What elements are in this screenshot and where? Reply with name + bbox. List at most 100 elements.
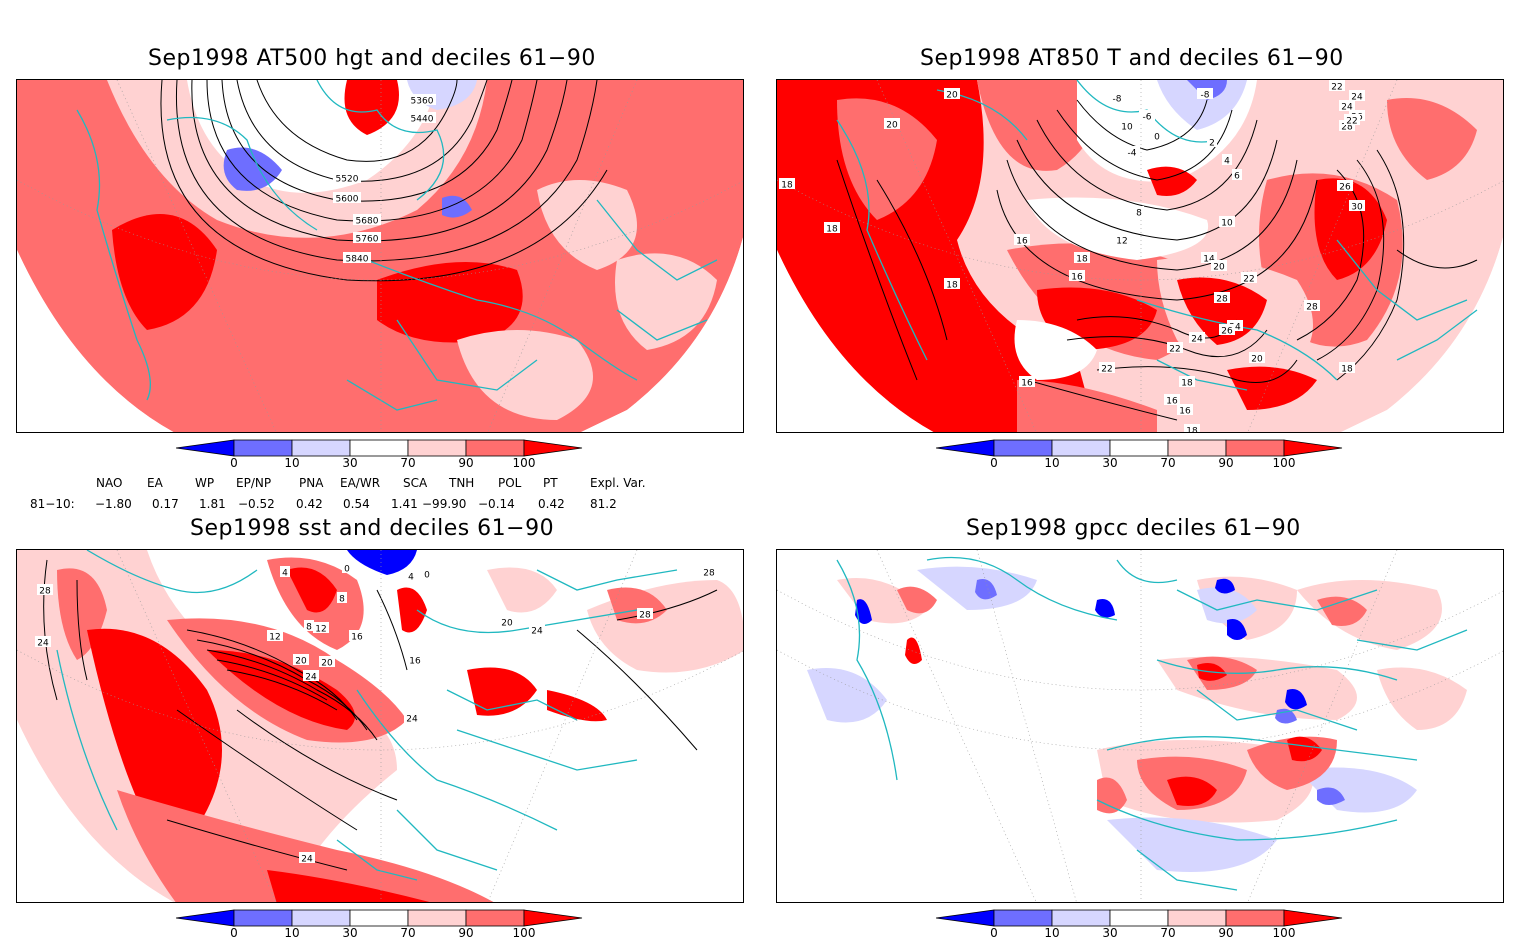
index-value: 0.17 — [152, 497, 179, 511]
colorbar-segment — [1167, 909, 1227, 927]
contour-label-bg — [499, 616, 515, 627]
colorbar-top-left: 0 10 30 70 90 100 — [175, 438, 586, 474]
contour-label: 4 — [408, 573, 414, 583]
colorbar-segment — [233, 909, 293, 927]
contour-label: 16 — [409, 657, 421, 667]
contour-label-bg — [37, 584, 53, 595]
contour-label-bg — [1134, 206, 1144, 217]
contour-label-bg — [824, 222, 840, 233]
contour-label: 14 — [1203, 255, 1215, 265]
colorbar-segment — [291, 439, 351, 457]
contour-label: 18 — [826, 225, 838, 235]
contour-label: 16 — [1179, 407, 1191, 417]
contour-label: 16 — [1016, 237, 1028, 247]
contour-label: 26 — [1221, 327, 1233, 337]
colorbar-tick-label: 30 — [1102, 926, 1118, 940]
contour-label-bg — [1339, 120, 1355, 131]
contour-label-bg — [303, 670, 319, 681]
map-panel-gpcc — [776, 549, 1504, 903]
colorbar-tick-label: 70 — [400, 456, 416, 470]
colorbar-segment — [175, 909, 235, 927]
contour-label-bg — [1069, 270, 1085, 281]
colorbar-tick-label: 90 — [458, 926, 474, 940]
index-value: −0.52 — [238, 497, 275, 511]
index-value: −1.80 — [95, 497, 132, 511]
colorbar-tick-label: 100 — [1272, 926, 1296, 940]
contour-label-bg — [408, 94, 436, 105]
index-header: POL — [498, 476, 522, 490]
colorbar-tick-label: 30 — [342, 926, 358, 940]
contour-label-bg — [293, 654, 309, 665]
colorbar-segment — [993, 439, 1053, 457]
contour-label: 5440 — [411, 115, 434, 125]
contour-label-bg — [884, 118, 900, 129]
colorbar-segment — [349, 439, 409, 457]
colorbar-segment — [1109, 909, 1169, 927]
colorbar-segment — [523, 439, 583, 457]
colorbar-segment — [1283, 909, 1343, 927]
contour-label-bg — [1329, 80, 1345, 91]
contour-label: 24 — [37, 639, 49, 649]
index-header: EA — [147, 476, 163, 490]
contour-label: 8 — [1136, 209, 1142, 219]
colorbar-tick-label: 10 — [1044, 926, 1060, 940]
contour-label: 28 — [1341, 123, 1353, 133]
contour-label: 10 — [1221, 219, 1233, 229]
contour-label: 22 — [1243, 275, 1254, 285]
contour-label: 16 — [1071, 273, 1083, 283]
colorbar-tick-label: 70 — [400, 926, 416, 940]
contour-label: 0 — [1154, 133, 1160, 143]
contour-label: 0 — [344, 565, 350, 575]
contour-label: 20 — [886, 121, 898, 131]
contour-label-bg — [529, 624, 545, 635]
contour-label: 20 — [321, 659, 333, 669]
colorbar-segment — [1167, 439, 1227, 457]
contour-label-bg — [1177, 404, 1193, 415]
colorbar-segment — [1225, 439, 1285, 457]
contour-label-bg — [1184, 424, 1200, 432]
contour-label: 12 — [315, 625, 326, 635]
contour-label-bg — [1139, 110, 1155, 121]
map-at500-svg: 5360 5440 5520 5600 5680 5760 5840 — [17, 80, 743, 432]
contour-label: 8 — [306, 623, 312, 633]
contour-label: -8 — [1113, 95, 1122, 105]
colorbar-segment — [407, 909, 467, 927]
contour-label-bg — [1019, 376, 1035, 387]
contour-label-bg — [1179, 376, 1195, 387]
contour-label: 18 — [1076, 255, 1088, 265]
contour-label: 4 — [1224, 157, 1230, 167]
contour-label: 24 — [531, 627, 543, 637]
contour-label: 20 — [1251, 355, 1263, 365]
contour-label: -4 — [1128, 149, 1137, 159]
contour-label-bg — [1109, 92, 1125, 103]
contour-label-bg — [944, 88, 960, 99]
contour-label-bg — [406, 570, 416, 581]
contour-label: 24 — [406, 715, 418, 725]
contour-label-bg — [1164, 394, 1180, 405]
colorbar-tick-label: 10 — [284, 456, 300, 470]
contour-label-bg — [1014, 234, 1030, 245]
contour-label-bg — [1349, 90, 1365, 101]
colorbar-top-right: 0 10 30 70 90 100 — [935, 438, 1346, 474]
contour-label: 24 — [1191, 335, 1203, 345]
contour-label-bg — [343, 252, 371, 263]
contour-label: 20 — [295, 657, 307, 667]
colorbar-tick-label: 70 — [1160, 926, 1176, 940]
contour-label: 18 — [1186, 427, 1198, 434]
contour-label-bg — [333, 172, 361, 183]
contour-label-bg — [701, 566, 717, 577]
colorbar-tick-label: 100 — [512, 926, 536, 940]
colorbar-segment — [349, 909, 409, 927]
contour-label-bg — [1167, 342, 1183, 353]
colorbar-segment — [291, 909, 351, 927]
contour-label-bg — [1214, 292, 1230, 303]
contour-label-bg — [407, 654, 423, 665]
index-header: PNA — [299, 476, 324, 490]
index-header: PT — [543, 476, 558, 490]
contour-label: 16 — [1021, 379, 1033, 389]
colorbar-segment — [465, 439, 525, 457]
contour-label-bg — [1219, 324, 1235, 335]
contour-label: 18 — [1181, 379, 1193, 389]
colorbar-bottom-right-svg — [935, 909, 1343, 927]
contour-label: 8 — [339, 595, 345, 605]
